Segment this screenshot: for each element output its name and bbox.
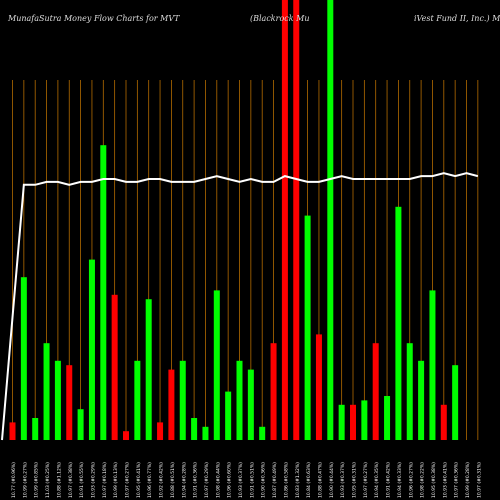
- money-flow-bar: [145, 299, 152, 440]
- money-flow-bar: [270, 343, 277, 440]
- x-tick-label: 10.90 (#0.44%): [329, 462, 335, 498]
- money-flow-bar: [77, 409, 84, 440]
- money-flow-bar: [418, 360, 425, 440]
- x-tick-label: 10.94 (#0.28%): [181, 462, 187, 498]
- money-flow-bar: [247, 369, 254, 440]
- x-tick-label: 10.95 (#0.38%): [431, 462, 437, 498]
- money-flow-bar: [361, 400, 368, 440]
- x-tick-label: 10.86 (#0.58%): [283, 462, 289, 498]
- money-flow-bar: [202, 426, 209, 440]
- x-tick-label: 11.03 (#0.25%): [45, 462, 51, 498]
- money-flow-bar: [440, 404, 447, 440]
- money-flow-bar: [179, 360, 186, 440]
- chart-title-right: iVest Fund II, Inc.) Muni: [414, 14, 500, 23]
- money-flow-bar: [281, 0, 288, 440]
- money-flow-bar: [9, 422, 16, 440]
- money-flow-bar: [32, 418, 39, 440]
- money-flow-bar: [350, 404, 356, 440]
- money-flow-bar: [111, 294, 118, 440]
- money-flow-bar: [168, 369, 175, 440]
- x-tick-label: 10.91 (#0.55%): [79, 462, 85, 498]
- x-tick-label: 10.99 (#0.13%): [113, 462, 119, 498]
- money-flow-bar: [43, 343, 50, 440]
- x-tick-label: 10.97 (#0.36%): [454, 462, 460, 498]
- x-tick-label: 10.98 (#0.44%): [215, 462, 221, 498]
- x-tick-label: 10.94 (#0.33%): [397, 462, 403, 498]
- x-tick-label: 10.88 (#0.51%): [170, 462, 176, 498]
- x-tick-label: 10.96 (#0.60%): [227, 462, 233, 498]
- money-flow-bar: [191, 418, 198, 440]
- x-tick-label: 10.84 (#0.63%): [306, 462, 312, 498]
- money-flow-bar: [236, 360, 243, 440]
- money-flow-bar: [315, 334, 322, 440]
- x-tick-label: 10.77 (#0.96%): [11, 462, 17, 498]
- x-tick-label: 10.97 (#0.18%): [102, 462, 108, 498]
- x-tick-label: 10.83 (#1.32%): [295, 462, 301, 498]
- x-tick-label: 10.91 (#0.36%): [193, 462, 199, 498]
- price-line: [1, 172, 479, 441]
- x-tick-label: 10.91 (#0.42%): [386, 462, 392, 498]
- x-tick-label: 10.87 (#0.49%): [272, 462, 278, 498]
- x-tick-label: 10.97 (#0.29%): [204, 462, 210, 498]
- x-tick-label: 10.99 (#0.28%): [465, 462, 471, 498]
- x-tick-label: 10.96 (#0.77%): [147, 462, 153, 498]
- money-flow-bar: [134, 360, 141, 440]
- chart-title-middle: (Blackrock Mu: [250, 14, 310, 23]
- money-flow-bar: [157, 422, 164, 440]
- money-flow-bar: [338, 404, 345, 440]
- chart-title-left: MunafaSutra Money Flow Charts for MVT: [8, 14, 180, 23]
- x-tick-label: 10.97 (#0.27%): [125, 462, 131, 498]
- x-tick-label: 10.93 (#0.41%): [442, 462, 448, 498]
- x-tick-label: 10.95 (#0.41%): [136, 462, 142, 498]
- x-tick-label: 10.98 (#0.22%): [420, 462, 426, 498]
- x-tick-label: 10.91 (#0.51%): [249, 462, 255, 498]
- money-flow-bar: [327, 0, 334, 440]
- money-flow-bar: [452, 365, 459, 440]
- x-tick-label: 10.96 (#0.27%): [408, 462, 414, 498]
- money-flow-bar: [259, 426, 266, 440]
- money-flow-bar: [293, 0, 300, 440]
- money-flow-bar: [395, 206, 402, 440]
- x-tick-label: 10.97 (#0.38%): [68, 462, 74, 498]
- x-tick-label: 10.92 (#0.42%): [159, 462, 165, 498]
- x-tick-label: 10.99 (#0.85%): [34, 462, 40, 498]
- x-tick-label: 10.97 (#0.31%): [476, 462, 482, 498]
- money-flow-bar: [406, 343, 413, 440]
- x-tick-label: 10.90 (#0.36%): [261, 462, 267, 498]
- x-tick-label: 10.88 (#1.12%): [56, 462, 62, 498]
- x-tick-label: 10.93 (#0.37%): [238, 462, 244, 498]
- money-flow-bar: [225, 391, 232, 440]
- x-tick-label: 10.93 (#0.37%): [340, 462, 346, 498]
- x-tick-label: 10.95 (#0.31%): [352, 462, 358, 498]
- x-tick-label: 10.93 (#0.29%): [90, 462, 96, 498]
- money-flow-bar: [429, 290, 436, 440]
- x-tick-label: 10.94 (#0.35%): [374, 462, 380, 498]
- money-flow-bar: [123, 431, 129, 440]
- x-tick-label: 10.97 (#0.27%): [363, 462, 369, 498]
- money-flow-bar: [100, 145, 107, 440]
- money-flow-bar: [88, 259, 95, 440]
- x-tick-label: 10.99 (#0.27%): [22, 462, 28, 498]
- money-flow-bar: [54, 360, 61, 440]
- money-flow-bar: [384, 396, 391, 440]
- money-flow-bar: [213, 290, 220, 440]
- x-tick-label: 10.88 (#0.47%): [317, 462, 323, 498]
- money-flow-bar: [304, 215, 311, 440]
- money-flow-bar: [20, 277, 27, 440]
- money-flow-bar: [66, 365, 73, 440]
- money-flow-bar: [372, 343, 379, 440]
